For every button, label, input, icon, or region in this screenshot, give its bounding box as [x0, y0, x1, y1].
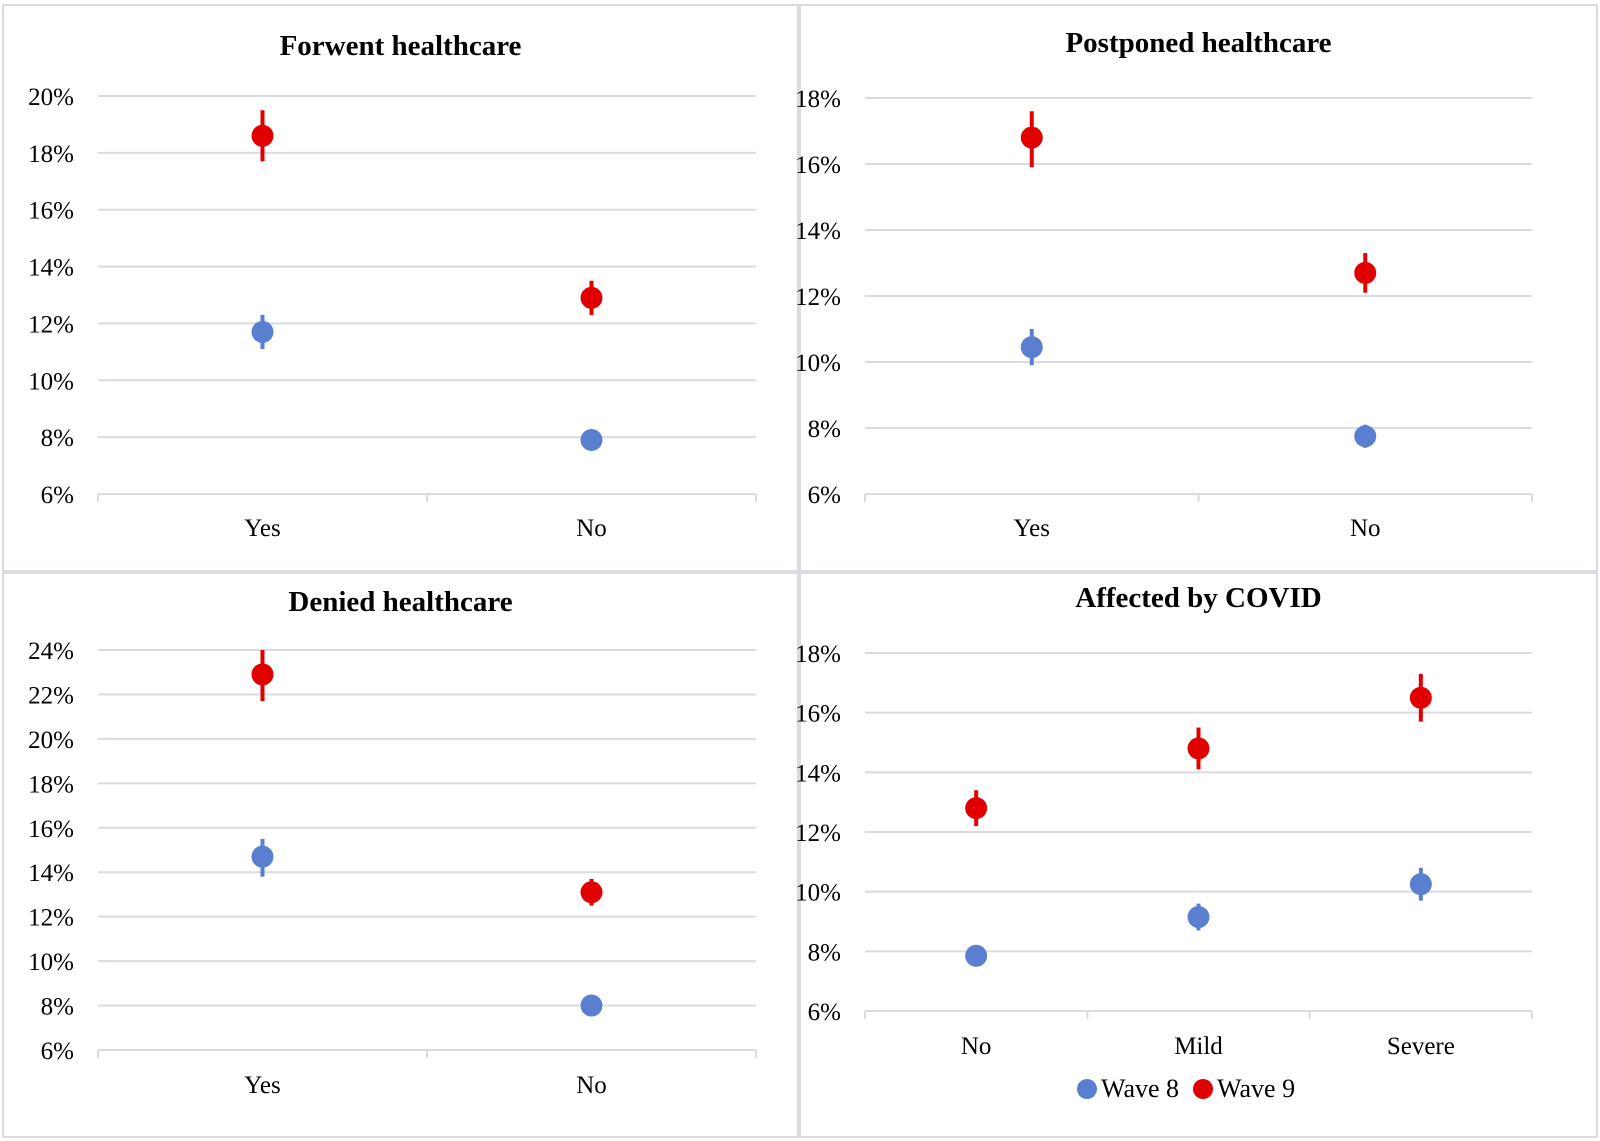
y-tick-label: 6%: [41, 482, 74, 509]
y-tick-label: 12%: [795, 284, 841, 311]
legend-marker-wave9: [1193, 1079, 1214, 1099]
chart-title: Affected by COVID: [1075, 582, 1322, 614]
legend-item-wave8: Wave 8: [1077, 1074, 1179, 1104]
chart-plot: 6% 8% 10% 12% 14% 16% 18% Yes No: [795, 86, 1533, 542]
y-tick-label: 18%: [28, 141, 74, 168]
y-tick-label: 12%: [795, 820, 841, 847]
y-tick-label: 8%: [41, 994, 74, 1021]
x-tick-label: Yes: [244, 515, 280, 542]
y-tick-label: 14%: [795, 218, 841, 245]
y-tick-label: 6%: [41, 1038, 74, 1065]
legend-label: Wave 8: [1101, 1074, 1180, 1103]
data-point: [580, 428, 603, 451]
y-tick-label: 10%: [28, 949, 74, 976]
x-tick-label: No: [576, 1072, 607, 1099]
chart-panel-forwent: Forwent healthcare 6% 8% 10% 12% 14% 16% 18% 20…: [2, 4, 799, 572]
y-tick-label: 14%: [28, 255, 74, 282]
y-tick-label: 12%: [28, 905, 74, 932]
y-tick-label: 20%: [28, 727, 74, 754]
legend-marker-wave8: [1077, 1079, 1097, 1099]
data-point: [1187, 737, 1210, 760]
chart-title: Postponed healthcare: [1065, 27, 1332, 59]
chart-title: Denied healthcare: [288, 586, 513, 618]
data-point: [251, 124, 274, 147]
y-tick-label: 12%: [28, 311, 74, 338]
chart-title: Forwent healthcare: [279, 30, 522, 62]
y-tick-label: 16%: [795, 701, 841, 728]
y-tick-label: 16%: [28, 198, 74, 225]
chart-panel-covid: Affected by COVID 6% 8% 10% 12% 14% 16% 18% No M…: [795, 572, 1598, 1138]
data-point: [251, 663, 274, 686]
x-tick-label: No: [576, 515, 607, 542]
x-tick-label: No: [961, 1033, 992, 1060]
y-tick-label: 14%: [28, 860, 74, 887]
legend-item-wave9: Wave 9: [1193, 1074, 1295, 1104]
y-tick-label: 24%: [28, 638, 74, 665]
chart-plot: 6% 8% 10% 12% 14% 16% 18% 20% 22% 24% Yes No: [28, 638, 757, 1099]
y-tick-label: 22%: [28, 682, 74, 709]
data-point: [580, 881, 603, 904]
x-tick-label: Yes: [1014, 515, 1050, 542]
chart-plot: 6% 8% 10% 12% 14% 16% 18% No Mild Severe: [795, 641, 1533, 1060]
data-point: [965, 797, 988, 820]
y-tick-label: 8%: [808, 416, 841, 443]
data-point: [1409, 873, 1432, 896]
data-point: [1409, 686, 1432, 709]
y-tick-label: 20%: [28, 84, 74, 111]
y-tick-label: 8%: [808, 939, 841, 966]
y-tick-label: 10%: [795, 350, 841, 377]
x-tick-label: Yes: [244, 1072, 280, 1099]
x-tick-label: Mild: [1174, 1033, 1223, 1060]
y-tick-label: 16%: [28, 816, 74, 843]
y-tick-label: 6%: [808, 482, 841, 509]
data-point: [251, 845, 274, 868]
y-tick-label: 18%: [795, 86, 841, 113]
data-point: [251, 320, 274, 343]
y-tick-label: 14%: [795, 760, 841, 787]
y-tick-label: 8%: [41, 425, 74, 452]
data-point: [1354, 261, 1377, 284]
y-tick-label: 10%: [28, 368, 74, 395]
data-point: [965, 944, 988, 967]
chart-plot: 6% 8% 10% 12% 14% 16% 18% 20% Yes No: [28, 84, 757, 542]
data-point: [1354, 425, 1377, 448]
x-tick-label: No: [1350, 515, 1381, 542]
data-point: [580, 286, 603, 309]
chart-panel-denied: Denied healthcare 6% 8% 10% 12% 14% 16% 18% 20%…: [2, 572, 799, 1138]
data-point: [1020, 336, 1043, 359]
y-tick-label: 6%: [808, 999, 841, 1026]
y-tick-label: 16%: [795, 152, 841, 179]
y-tick-label: 10%: [795, 880, 841, 907]
y-tick-label: 18%: [28, 771, 74, 798]
x-tick-label: Severe: [1387, 1033, 1455, 1060]
y-tick-label: 18%: [795, 641, 841, 668]
chart-panel-postponed: Postponed healthcare 6% 8% 10% 12% 14% 16% 18%…: [795, 4, 1598, 572]
data-point: [580, 994, 603, 1017]
legend-label: Wave 9: [1217, 1074, 1296, 1103]
data-point: [1020, 126, 1043, 149]
data-point: [1187, 906, 1210, 929]
chart-legend: Wave 8 Wave 9: [1077, 1074, 1309, 1104]
